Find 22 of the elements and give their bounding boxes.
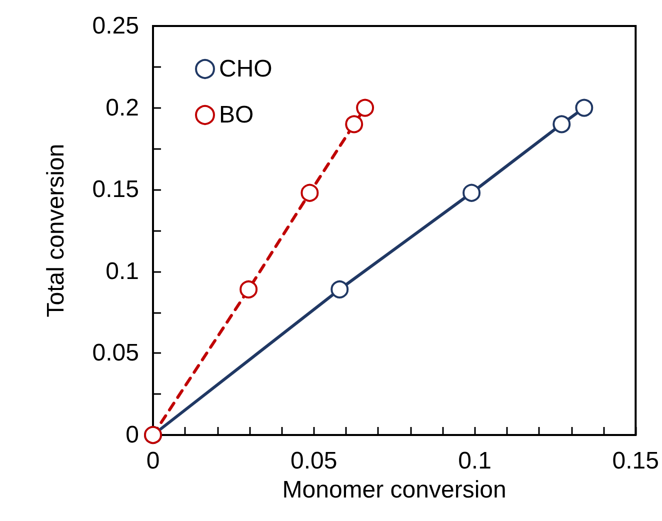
x-axis-title: Monomer conversion: [282, 476, 506, 504]
point: [575, 98, 594, 117]
point: [330, 280, 349, 298]
legend-label: CHO: [219, 56, 272, 82]
point: [356, 98, 374, 117]
point: [240, 280, 258, 298]
y-tick-label: 0.15: [92, 176, 139, 204]
x-tick-label: 0: [146, 448, 160, 474]
y-tick-label: 0.25: [92, 12, 139, 40]
y-tick-label: 0.2: [106, 94, 139, 122]
y-tick-label: 0.1: [106, 258, 139, 285]
y-tick-label: 0: [126, 422, 139, 448]
point: [300, 184, 319, 202]
x-tick-label: 0.1: [458, 448, 492, 474]
y-axis-title: Total conversion: [42, 144, 70, 318]
point: [462, 184, 481, 202]
point: [345, 115, 364, 134]
x-tick-label: 0.15: [612, 448, 660, 474]
point: [552, 115, 571, 134]
y-tick-label: 0.05: [92, 340, 139, 367]
legend-label: BO: [219, 102, 254, 128]
x-tick-label: 0.05: [290, 448, 338, 474]
